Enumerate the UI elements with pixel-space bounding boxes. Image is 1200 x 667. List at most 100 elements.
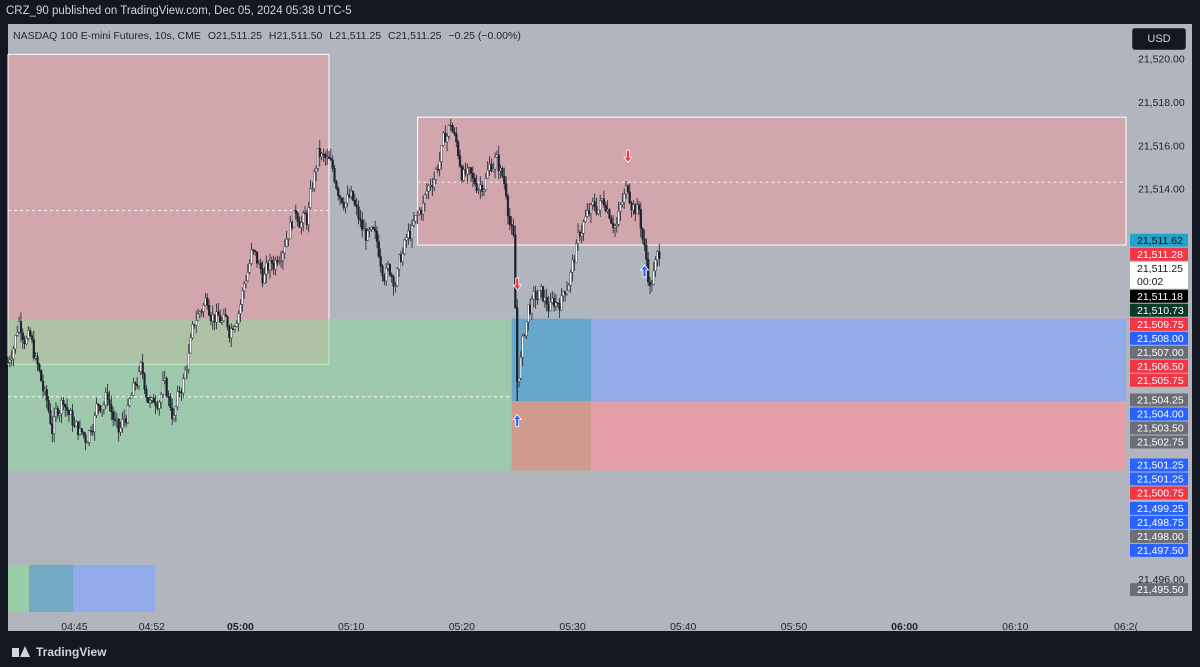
price-label: 21,501.25 — [1137, 474, 1184, 486]
candle-body-158 — [298, 221, 301, 228]
candle-body-9 — [23, 339, 26, 345]
candle-body-146 — [276, 259, 279, 263]
candle-body-105 — [200, 311, 203, 313]
x-tick-label: 05:40 — [670, 621, 696, 633]
candle-body-168 — [316, 148, 320, 169]
price-label: 21,507.00 — [1137, 347, 1184, 359]
candle-body-285 — [532, 291, 535, 300]
candle-body-200 — [375, 231, 379, 242]
x-tick-label: 06:10 — [1002, 621, 1028, 633]
candle-body-219 — [410, 225, 414, 239]
ohlc-low: L21,511.25 — [329, 30, 382, 42]
candle-body-66 — [128, 398, 131, 406]
candle-body-197 — [370, 227, 373, 230]
candle-body-102 — [195, 320, 198, 326]
x-tick-label: 05:20 — [449, 621, 475, 633]
symbol-legend[interactable]: NASDAQ 100 E-mini Futures, 10s, CME O21,… — [13, 30, 525, 42]
y-tick-label: 21,496.00 — [1138, 574, 1185, 586]
candle-body-273 — [510, 224, 513, 227]
candle-body-212 — [398, 254, 401, 270]
candle-body-97 — [185, 368, 189, 371]
tradingview-brand[interactable]: TradingView — [12, 645, 106, 659]
candle-body-340 — [634, 204, 637, 214]
candle-body-264 — [493, 156, 497, 170]
price-label-bg — [1130, 407, 1188, 421]
candle-body-77 — [148, 399, 152, 403]
candle-body-315 — [588, 210, 591, 215]
price-label: 21,498.75 — [1137, 517, 1184, 529]
candle-body-310 — [578, 231, 582, 237]
candle-body-147 — [278, 261, 281, 263]
candle-body-275 — [514, 234, 517, 309]
candle-body-119 — [226, 316, 229, 328]
candle-body-199 — [374, 228, 377, 232]
candle-body-333 — [621, 201, 624, 205]
candle-body-353 — [658, 251, 661, 259]
y-tick-label: 21,520.00 — [1138, 54, 1185, 66]
candle-body-46 — [91, 431, 94, 433]
candle-body-256 — [479, 184, 482, 190]
candle-body-107 — [204, 297, 207, 306]
candle-body-68 — [132, 382, 135, 396]
candle-body-190 — [357, 206, 360, 219]
candle-body-57 — [112, 411, 115, 420]
candle-body-261 — [488, 164, 491, 171]
candle-body-48 — [95, 403, 98, 416]
candle-body-2 — [10, 358, 13, 361]
candle-body-39 — [78, 428, 82, 435]
candle-body-128 — [243, 283, 246, 292]
candle-body-283 — [529, 304, 532, 314]
candle-body-15 — [34, 356, 37, 359]
currency-button[interactable]: USD — [1132, 28, 1186, 50]
candle-body-238 — [445, 136, 449, 143]
candle-body-211 — [396, 268, 399, 287]
price-label-bg — [1130, 486, 1188, 500]
price-label: 21,510.73 — [1137, 305, 1184, 317]
price-label: 21,505.75 — [1137, 375, 1184, 387]
candle-body-76 — [147, 397, 150, 403]
candle-body-263 — [492, 168, 495, 172]
candle-body-45 — [89, 430, 93, 432]
candle-body-351 — [654, 259, 657, 272]
candle-body-65 — [126, 405, 130, 424]
candle-body-222 — [416, 213, 419, 216]
candle-body-73 — [141, 362, 144, 374]
mini-zone-green — [8, 565, 29, 612]
candle-body-145 — [274, 259, 277, 270]
candle-body-154 — [291, 221, 294, 228]
candle-body-72 — [139, 362, 142, 372]
price-label: 21,502.75 — [1137, 437, 1184, 449]
candle-body-27 — [56, 408, 59, 416]
candle-body-255 — [477, 189, 480, 192]
candle-body-177 — [333, 168, 336, 182]
price-label-bg — [1130, 261, 1188, 289]
symbol-name[interactable]: NASDAQ 100 E-mini Futures, 10s, CME — [13, 30, 201, 42]
price-label-bg — [1130, 515, 1188, 529]
candle-body-144 — [272, 263, 275, 270]
candle-body-229 — [429, 185, 432, 187]
x-tick-label: 05:00 — [227, 621, 254, 633]
candle-body-187 — [351, 190, 355, 201]
candle-body-130 — [246, 272, 249, 282]
candle-body-13 — [30, 335, 34, 340]
candle-body-252 — [471, 173, 475, 179]
candle-body-23 — [49, 410, 52, 424]
candle-body-293 — [547, 303, 550, 311]
candle-body-111 — [211, 314, 214, 322]
candle-body-198 — [372, 227, 375, 229]
candle-body-174 — [327, 156, 331, 159]
candle-body-86 — [165, 378, 168, 397]
candle-body-329 — [613, 225, 617, 229]
candle-body-268 — [501, 168, 504, 177]
candle-body-137 — [259, 262, 262, 269]
candle-body-335 — [624, 185, 628, 195]
candle-body-139 — [263, 274, 266, 284]
candle-body-277 — [517, 377, 521, 382]
candle-body-7 — [19, 321, 23, 333]
candle-body-129 — [244, 280, 248, 285]
price-label-bg — [1130, 529, 1188, 543]
candle-body-233 — [436, 168, 439, 171]
candle-body-81 — [156, 405, 159, 409]
candle-body-172 — [324, 153, 327, 158]
